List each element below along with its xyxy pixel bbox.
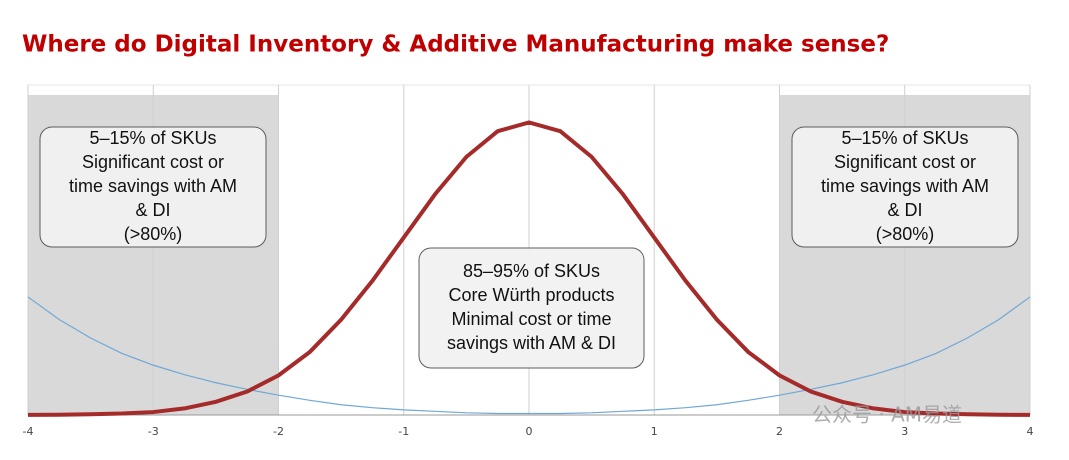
annotation-text: (>80%): [124, 224, 183, 244]
annotation-text: 5–15% of SKUs: [89, 128, 216, 148]
x-tick-label: -2: [273, 425, 284, 438]
x-tick-label: 2: [776, 425, 783, 438]
x-tick-label: 0: [526, 425, 533, 438]
annotation-text: Significant cost or: [834, 152, 976, 172]
annotation-text: Minimal cost or time: [451, 309, 611, 329]
series-line: [27, 296, 1031, 415]
annotation-text: 5–15% of SKUs: [841, 128, 968, 148]
chart-title: Where do Digital Inventory & Additive Ma…: [22, 32, 889, 58]
x-tick-label: -3: [148, 425, 159, 438]
x-tick-label: -4: [23, 425, 34, 438]
annotation-text: time savings with AM: [69, 176, 237, 196]
x-tick-label: -1: [398, 425, 409, 438]
annotation-text: time savings with AM: [821, 176, 989, 196]
annotation-text: savings with AM & DI: [447, 333, 616, 353]
annotation-text: (>80%): [876, 224, 935, 244]
watermark: 公众号 · AM易道: [812, 403, 962, 427]
annotation-text: 85–95% of SKUs: [463, 261, 600, 281]
annotation: 85–95% of SKUs Core Würth products Minimal…: [418, 247, 645, 369]
annotation-box: [39, 126, 267, 248]
annotation-text: & DI: [135, 200, 170, 220]
series-line: [27, 120, 1031, 417]
annotation: 5–15% of SKUs Significant cost or time sav…: [39, 126, 267, 248]
annotation-text: Significant cost or: [82, 152, 224, 172]
x-tick-label: 4: [1027, 425, 1034, 438]
annotation-box: [418, 247, 645, 369]
x-tick-label: 3: [901, 425, 908, 438]
annotation-text: & DI: [887, 200, 922, 220]
annotation: 5–15% of SKUs Significant cost or time sav…: [791, 126, 1019, 248]
x-tick-label: 1: [651, 425, 658, 438]
annotation-text: Core Würth products: [448, 285, 614, 305]
annotation-box: [791, 126, 1019, 248]
